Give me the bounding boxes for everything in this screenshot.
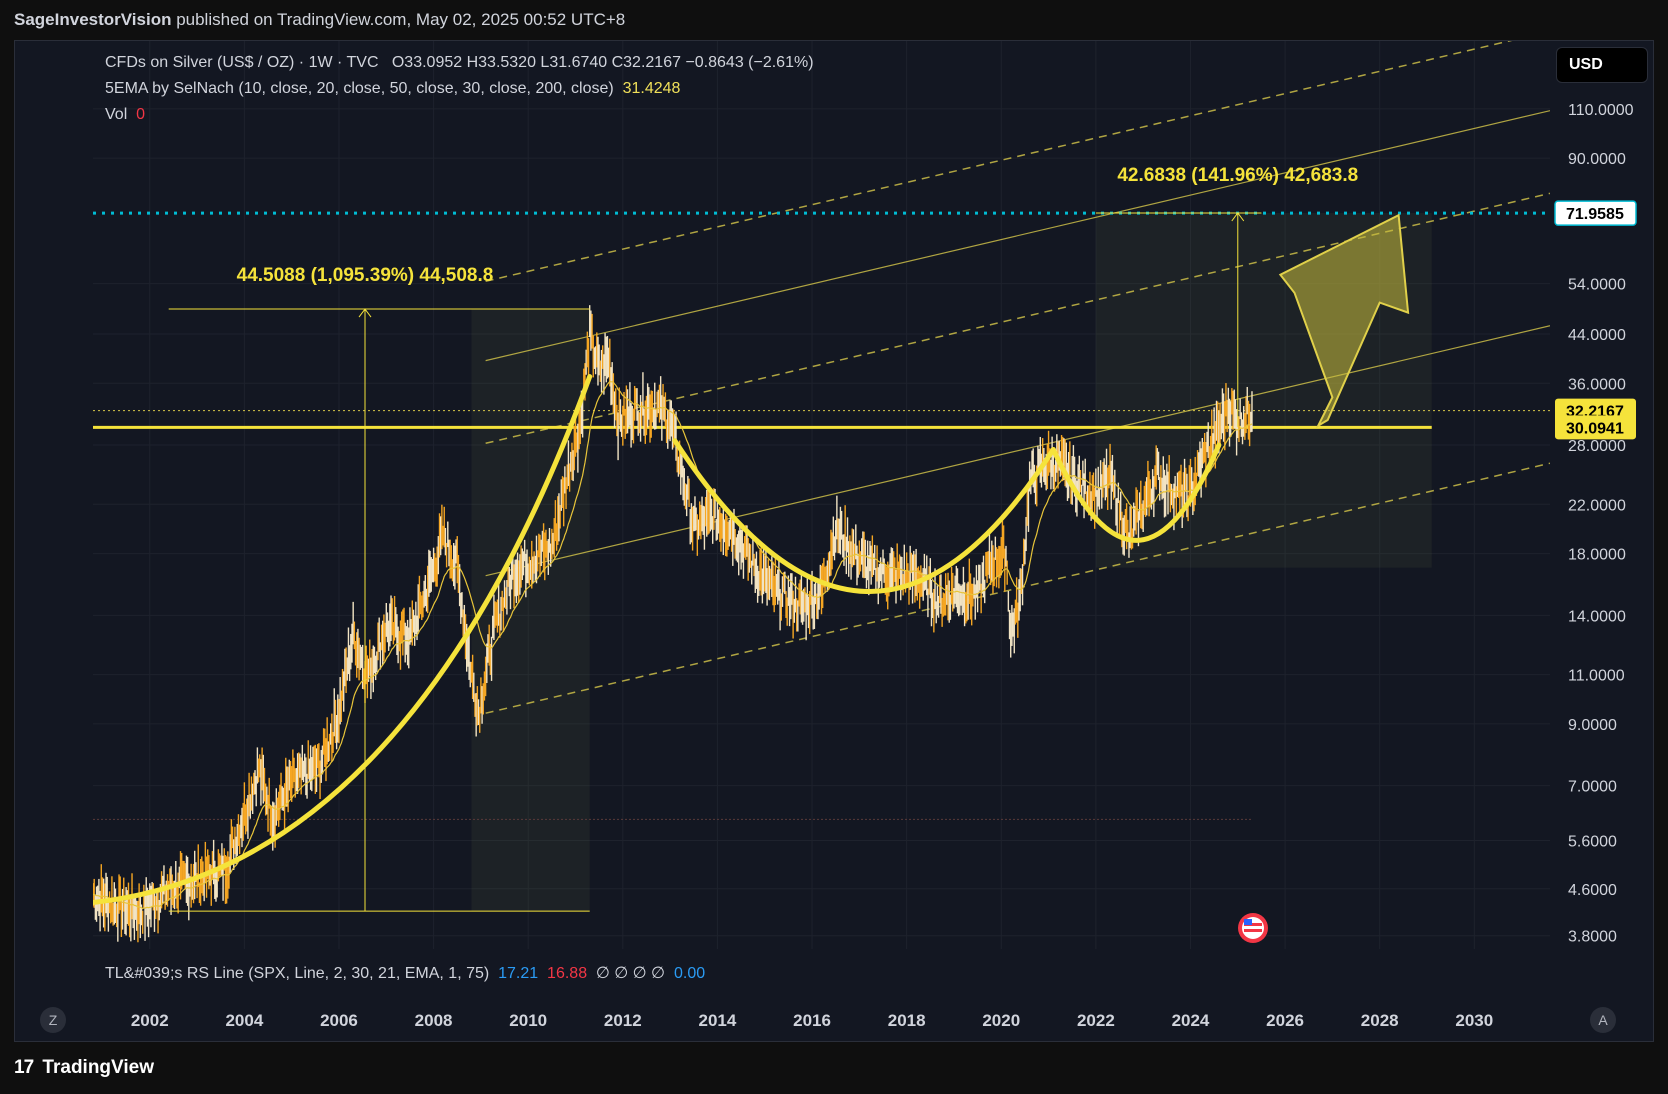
measure-labels: 44.5088 (1,095.39%) 44,508.8 42.6838 (141… bbox=[237, 165, 1359, 286]
x-tick-label: 2002 bbox=[131, 1011, 169, 1030]
measure-2-arrowhead bbox=[1231, 212, 1245, 222]
ema-line bbox=[93, 380, 1253, 910]
target-price-tag-bg bbox=[1554, 200, 1637, 226]
measure-shade-1 bbox=[471, 309, 590, 912]
channel-line-4 bbox=[485, 110, 1550, 362]
x-tick-label: 2024 bbox=[1172, 1011, 1210, 1030]
y-tick-label: 18.0000 bbox=[1568, 547, 1626, 564]
x-tick-label: 2020 bbox=[982, 1011, 1020, 1030]
rs-value-1: 17.21 bbox=[498, 965, 539, 982]
price-series bbox=[93, 305, 1253, 943]
ema-label: 5EMA by SelNach (10, close, 20, close, 5… bbox=[105, 80, 614, 97]
y-tick-label: 5.6000 bbox=[1568, 833, 1617, 850]
y-tick-label: 4.6000 bbox=[1568, 882, 1617, 899]
rs-line-label: TL&#039;s RS Line (SPX, Line, 2, 30, 21,… bbox=[105, 965, 490, 982]
resistance-price-tag: 30.0941 bbox=[1566, 420, 1624, 437]
measure-label-1: 44.5088 (1,095.39%) 44,508.8 bbox=[237, 265, 494, 286]
publisher-header: SageInvestorVision published on TradingV… bbox=[14, 10, 625, 30]
rs-empty-values: ∅ ∅ ∅ ∅ bbox=[595, 965, 666, 982]
channel-line-2 bbox=[485, 325, 1550, 577]
y-tick-label: 7.0000 bbox=[1568, 779, 1617, 796]
y-tick-label: 90.0000 bbox=[1568, 151, 1626, 168]
x-tick-label: 2014 bbox=[699, 1011, 737, 1030]
y-tick-label: 44.0000 bbox=[1568, 327, 1626, 344]
x-tick-label: 2006 bbox=[320, 1011, 358, 1030]
legend-ema[interactable]: 5EMA by SelNach (10, close, 20, close, 5… bbox=[105, 80, 680, 98]
y-tick-label: 54.0000 bbox=[1568, 277, 1626, 294]
publish-info: published on TradingView.com, May 02, 20… bbox=[171, 10, 626, 29]
y-tick-label: 28.0000 bbox=[1568, 438, 1626, 455]
target-price-tag: 71.9585 bbox=[1566, 206, 1624, 223]
publisher-name: SageInvestorVision bbox=[14, 10, 172, 29]
y-axis: 110.0000 90.0000 54.0000 44.0000 36.0000 28.0… bbox=[1568, 102, 1634, 946]
x-tick-label: 2012 bbox=[604, 1011, 642, 1030]
y-tick-label: 3.8000 bbox=[1568, 929, 1617, 946]
x-tick-label: 2004 bbox=[225, 1011, 263, 1030]
x-axis: 2002 2004 2006 2008 2010 2012 2014 2016 2018 2020… bbox=[131, 1011, 1493, 1030]
x-tick-label: 2010 bbox=[509, 1011, 547, 1030]
target-arrow bbox=[1278, 213, 1410, 429]
legend-volume[interactable]: Vol 0 bbox=[105, 106, 145, 124]
legend-symbol[interactable]: CFDs on Silver (US$ / OZ) · 1W · TVC O33… bbox=[105, 54, 814, 72]
vol-value: 0 bbox=[136, 106, 146, 123]
y-tick-label: 11.0000 bbox=[1568, 668, 1625, 685]
measure-tools bbox=[168, 212, 1262, 912]
x-tick-label: 2028 bbox=[1361, 1011, 1399, 1030]
tradingview-brand: TradingView bbox=[42, 1057, 154, 1078]
auto-scale-left-button[interactable]: Z bbox=[40, 1007, 66, 1033]
target-arrow-shape bbox=[1278, 213, 1410, 429]
cup-handle-pattern bbox=[93, 374, 1222, 906]
auto-scale-right-button[interactable]: A bbox=[1590, 1007, 1616, 1033]
handle-curve bbox=[1050, 442, 1222, 543]
currency-button[interactable]: USD bbox=[1556, 47, 1648, 83]
channel-line-5 bbox=[485, 41, 1513, 283]
ema-value: 31.4248 bbox=[622, 80, 681, 97]
y-tick-label: 36.0000 bbox=[1568, 376, 1626, 393]
prior-uptrend-curve bbox=[93, 374, 593, 906]
y-tick-label: 14.0000 bbox=[1568, 608, 1626, 625]
x-tick-label: 2016 bbox=[793, 1011, 831, 1030]
resistance-price-tag-bg bbox=[1555, 415, 1636, 440]
tradingview-footer[interactable]: 17 TradingView bbox=[14, 1057, 154, 1079]
y-tick-label: 22.0000 bbox=[1568, 497, 1626, 514]
y-tick-label: 110.0000 bbox=[1568, 102, 1634, 119]
cup-curve bbox=[672, 438, 1056, 594]
tradingview-logo-icon: 17 bbox=[14, 1057, 34, 1078]
vol-label: Vol bbox=[105, 106, 128, 123]
measure-1-arrowhead bbox=[358, 308, 372, 318]
rs-value-3: 0.00 bbox=[673, 965, 706, 982]
y-tick-label: 9.0000 bbox=[1568, 717, 1617, 734]
x-tick-label: 2022 bbox=[1077, 1011, 1115, 1030]
legend-ohlc: O33.0952 H33.5320 L31.6740 C32.2167 −0.8… bbox=[391, 54, 814, 71]
x-tick-label: 2018 bbox=[888, 1011, 926, 1030]
x-tick-label: 2030 bbox=[1455, 1011, 1493, 1030]
measure-label-2: 42.6838 (141.96%) 42,683.8 bbox=[1117, 165, 1358, 186]
rs-value-2: 16.88 bbox=[547, 965, 588, 982]
flag-icon[interactable] bbox=[1238, 913, 1268, 943]
rs-line-legend[interactable]: TL&#039;s RS Line (SPX, Line, 2, 30, 21,… bbox=[105, 963, 705, 983]
x-tick-label: 2008 bbox=[415, 1011, 453, 1030]
legend-symbol-name: CFDs on Silver (US$ / OZ) · 1W · TVC bbox=[105, 54, 379, 71]
x-tick-label: 2026 bbox=[1266, 1011, 1304, 1030]
